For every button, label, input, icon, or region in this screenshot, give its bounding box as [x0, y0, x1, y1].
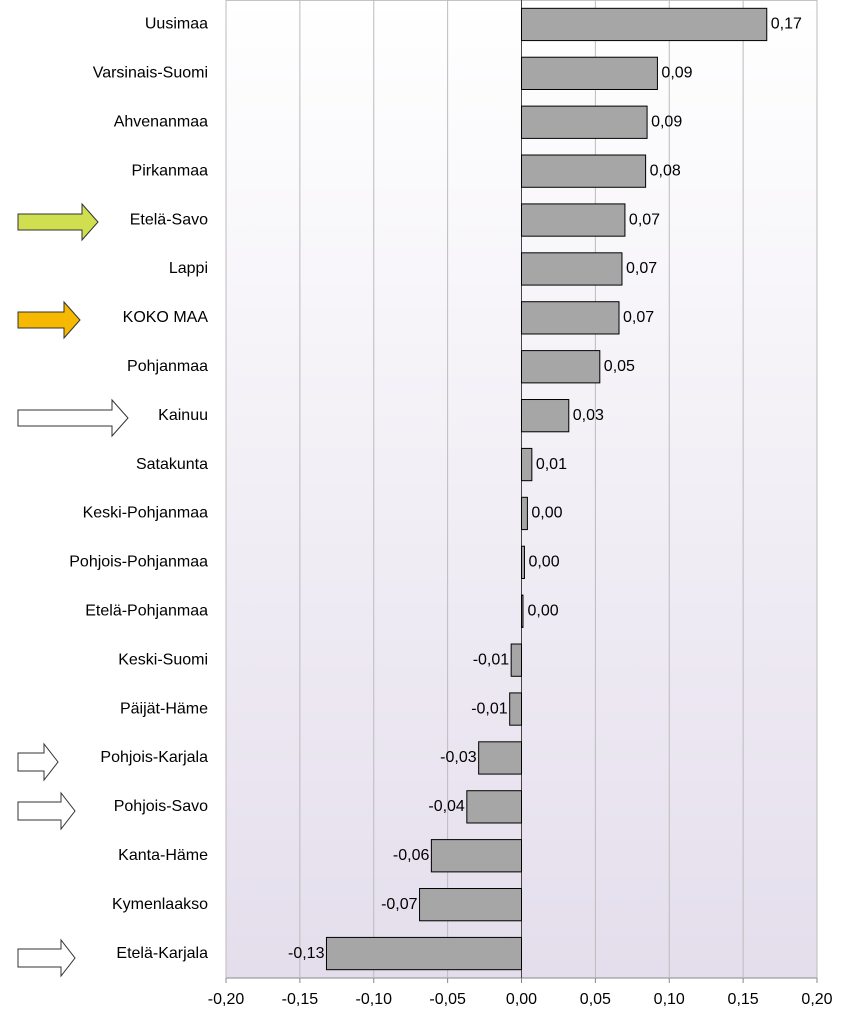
bar: [521, 350, 601, 384]
x-tick-label: -0,20: [208, 991, 245, 1008]
value-label: -0,01: [473, 651, 510, 668]
x-tick-label: 0,20: [801, 991, 832, 1008]
arrow: [17, 202, 99, 242]
bar: [466, 790, 522, 824]
value-label: 0,17: [771, 16, 802, 33]
y-tick-label: Kanta-Häme: [118, 847, 208, 864]
value-label: -0,06: [393, 847, 430, 864]
y-tick-label: Etelä-Savo: [130, 211, 208, 228]
bar: [521, 7, 768, 42]
y-tick-label: KOKO MAA: [123, 309, 209, 326]
bar: [478, 741, 522, 775]
value-label: 0,00: [528, 554, 559, 571]
x-tick-label: 0,15: [728, 991, 759, 1008]
value-label: 0,07: [623, 309, 654, 326]
bar: [510, 643, 523, 677]
bar: [521, 252, 623, 286]
y-tick-label: Päijät-Häme: [120, 700, 208, 717]
y-tick-label: Etelä-Pohjanmaa: [85, 602, 208, 619]
bar: [521, 447, 533, 482]
y-tick-label: Pohjanmaa: [127, 358, 208, 375]
y-tick-label: Pohjois-Karjala: [100, 749, 208, 766]
y-tick-label: Kymenlaakso: [112, 896, 208, 913]
arrow: [17, 938, 76, 978]
bar: [430, 839, 522, 873]
y-tick-label: Kainuu: [158, 407, 208, 424]
value-label: 0,07: [629, 211, 660, 228]
value-label: -0,07: [381, 896, 418, 913]
x-tick-label: -0,10: [356, 991, 393, 1008]
x-tick-label: -0,15: [282, 991, 319, 1008]
y-tick-label: Keski-Pohjanmaa: [83, 505, 209, 522]
y-tick-label: Uusimaa: [145, 16, 208, 33]
value-label: 0,09: [651, 113, 682, 130]
bar: [521, 496, 528, 531]
y-tick-label: Satakunta: [136, 456, 208, 473]
bar: [521, 594, 524, 628]
bar: [521, 545, 525, 579]
y-tick-label: Keski-Suomi: [118, 651, 208, 668]
bar: [521, 301, 620, 335]
arrow: [17, 791, 76, 831]
y-tick-label: Pirkanmaa: [132, 162, 209, 179]
value-label: 0,00: [531, 505, 562, 522]
value-label: 0,07: [626, 260, 657, 277]
y-tick-label: Pohjois-Savo: [114, 798, 208, 815]
arrows: [17, 202, 129, 978]
arrow: [17, 398, 129, 438]
bar: [521, 105, 648, 139]
x-tick-label: 0,05: [580, 991, 611, 1008]
bar: [509, 692, 522, 726]
value-label: 0,08: [650, 162, 681, 179]
x-tick-label: 0,00: [506, 991, 537, 1008]
bar: [325, 936, 522, 971]
bar: [521, 203, 626, 237]
value-label: -0,01: [471, 700, 508, 717]
x-tick-label: 0,10: [654, 991, 685, 1008]
arrow: [17, 742, 59, 782]
value-label: 0,05: [604, 358, 635, 375]
y-tick-label: Pohjois-Pohjanmaa: [69, 554, 208, 571]
arrow: [17, 300, 81, 340]
value-label: 0,09: [661, 65, 692, 82]
x-tick-label: -0,05: [429, 991, 466, 1008]
value-label: 0,03: [573, 407, 604, 424]
bar: [419, 888, 522, 922]
value-label: -0,03: [440, 749, 477, 766]
y-tick-label: Etelä-Karjala: [116, 945, 208, 962]
value-label: -0,13: [288, 945, 325, 962]
y-tick-label: Lappi: [169, 260, 208, 277]
y-tick-label: Ahvenanmaa: [114, 113, 208, 130]
y-tick-label: Varsinais-Suomi: [93, 65, 208, 82]
value-label: -0,04: [428, 798, 465, 815]
bar: [521, 154, 647, 188]
value-label: 0,00: [528, 602, 559, 619]
value-label: 0,01: [536, 456, 567, 473]
bar: [521, 56, 658, 90]
bar: [521, 399, 570, 433]
